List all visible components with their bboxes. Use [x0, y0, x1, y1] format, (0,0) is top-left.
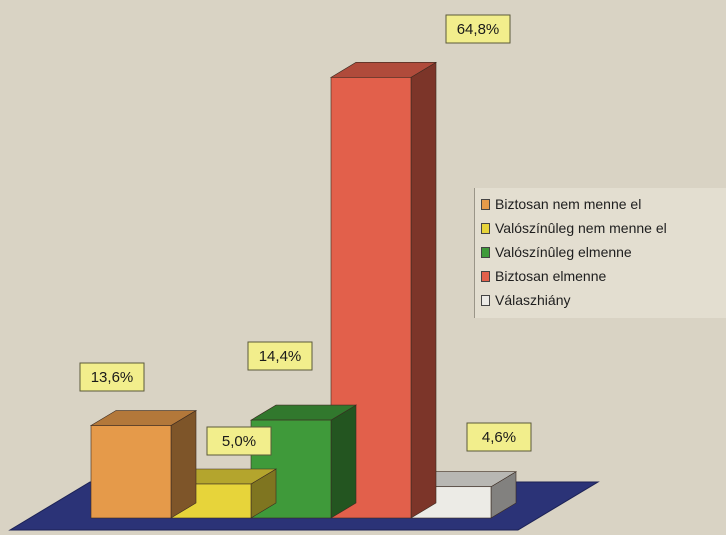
data-label-text: 5,0% — [222, 433, 256, 450]
bar-side — [170, 409, 197, 519]
data-label: 14,4% — [247, 341, 313, 371]
data-label-text: 13,6% — [91, 369, 134, 386]
bar-front — [330, 77, 412, 519]
data-label: 64,8% — [445, 14, 511, 44]
data-label-box — [247, 341, 313, 371]
bars-group — [89, 61, 518, 519]
data-label-box — [206, 426, 272, 456]
data-labels-group: 13,6% 5,0% 14,4% 64,8% 4,6% — [79, 14, 532, 456]
legend-item-biztosan-nem: Biztosan nem menne el — [481, 192, 726, 216]
legend-item-valoszinuleg-nem: Valószínûleg nem menne el — [481, 216, 726, 240]
data-label: 4,6% — [466, 422, 532, 452]
legend-label: Válaszhiány — [495, 292, 571, 308]
bar — [329, 61, 438, 519]
data-label: 5,0% — [206, 426, 272, 456]
legend-swatch — [481, 222, 490, 234]
legend-label: Biztosan nem menne el — [495, 196, 642, 212]
bar-front — [90, 425, 172, 519]
data-label-box — [466, 422, 532, 452]
data-label-text: 14,4% — [259, 348, 302, 365]
bar-side — [330, 404, 357, 519]
legend-label: Biztosan elmenne — [495, 268, 607, 284]
legend-swatch — [481, 294, 490, 306]
legend-label: Valószínûleg nem menne el — [495, 220, 667, 236]
legend-item-valoszinuleg-elmenne: Valószínûleg elmenne — [481, 240, 726, 264]
legend-swatch — [481, 246, 490, 258]
legend-swatch — [481, 270, 490, 282]
legend-swatch — [481, 198, 490, 210]
legend-item-valaszhiany: Válaszhiány — [481, 288, 726, 312]
data-label: 13,6% — [79, 362, 145, 392]
chart-legend: Biztosan nem menne el Valószínûleg nem m… — [474, 188, 726, 318]
legend-item-biztosan-elmenne: Biztosan elmenne — [481, 264, 726, 288]
bar-side — [410, 61, 437, 519]
data-label-box — [79, 362, 145, 392]
bar — [89, 409, 198, 519]
data-label-text: 4,6% — [482, 429, 516, 446]
data-label-box — [445, 14, 511, 44]
data-label-text: 64,8% — [457, 21, 500, 38]
legend-label: Valószínûleg elmenne — [495, 244, 632, 260]
